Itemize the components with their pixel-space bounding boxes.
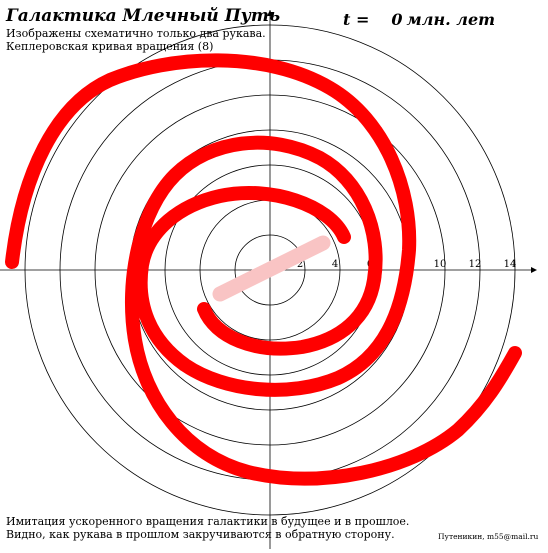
time-unit: млн. лет xyxy=(406,10,496,29)
time-value: 0 xyxy=(391,10,403,29)
author-credit: Путеникин, m55@mail.ru xyxy=(438,532,539,541)
y-axis-arrow xyxy=(267,10,273,16)
radius-label-10: 10 xyxy=(434,259,447,270)
radius-label-4: 4 xyxy=(332,259,338,270)
subtitle-line-2: Кеплеровская кривая вращения (8) xyxy=(6,40,214,53)
spiral-arm-2 xyxy=(124,135,522,486)
radius-label-12: 12 xyxy=(469,259,482,270)
time-readout: t = 0 млн. лет xyxy=(343,10,495,29)
time-label: t = xyxy=(343,10,370,29)
spiral-arm-1 xyxy=(5,53,417,397)
x-axis-arrow xyxy=(531,267,537,273)
radius-label-14: 14 xyxy=(504,259,517,270)
galactic-bar xyxy=(212,235,331,302)
radius-label-2: 2 xyxy=(297,259,303,270)
footer-line-2: Видно, как рукава в прошлом закручиваютс… xyxy=(6,528,395,541)
diagram-title: Галактика Млечный Путь xyxy=(6,6,281,26)
subtitle-line-1: Изображены схематично только два рукава. xyxy=(6,27,266,40)
footer-line-1: Имитация ускоренного вращения галактики … xyxy=(6,515,410,528)
